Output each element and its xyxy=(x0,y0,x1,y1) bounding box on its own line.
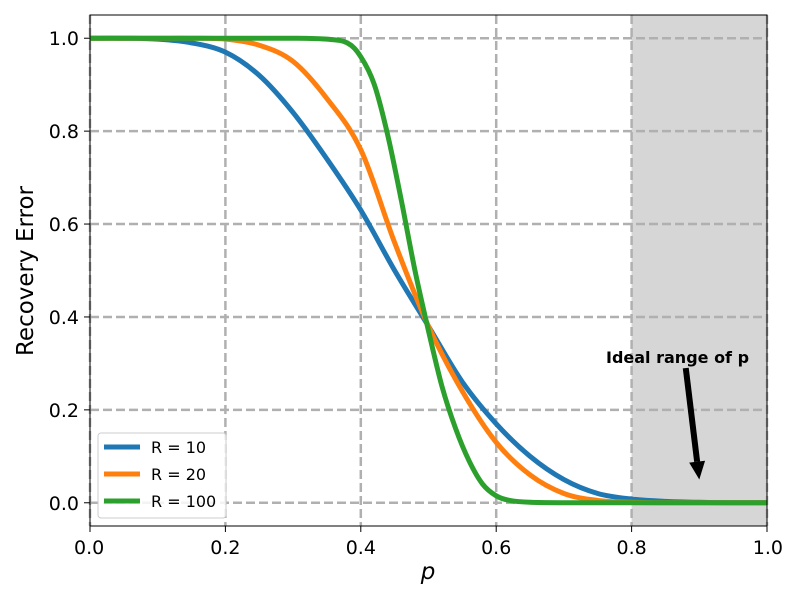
x-tick-label: 0.4 xyxy=(346,537,376,559)
legend-label: R = 10 xyxy=(151,438,206,457)
legend-frame xyxy=(97,432,227,519)
y-tick-label: 0.2 xyxy=(49,400,79,422)
annotation-text: Ideal range of p xyxy=(606,348,749,367)
ideal-range-shade xyxy=(631,15,767,526)
legend-label: R = 20 xyxy=(151,465,206,484)
x-tick-label: 0.8 xyxy=(616,537,646,559)
series-line-3 xyxy=(90,35,767,506)
legend-label: R = 100 xyxy=(151,492,216,511)
y-tick-label: 0.6 xyxy=(49,214,79,236)
tick-layer: 0.0 0.2 0.4 0.6 0.8 1.0 0.0 0.2 0.4 0.6 0.8 1.0 xyxy=(49,28,783,559)
x-tick-label: 0.6 xyxy=(481,537,511,559)
annotation-arrow-shaft xyxy=(682,367,701,463)
x-tick-label: 0.0 xyxy=(74,537,104,559)
y-axis-label: Recovery Error xyxy=(13,185,39,356)
annotation-arrow-head xyxy=(689,460,706,480)
y-tick-label: 0.4 xyxy=(49,307,79,329)
shade-layer xyxy=(631,15,767,526)
x-tick-label: 0.2 xyxy=(210,537,240,559)
legend: R = 10 R = 20 R = 100 xyxy=(97,432,227,519)
series-layer xyxy=(89,35,768,506)
y-tick-label: 0.0 xyxy=(49,493,79,515)
plot-frame xyxy=(89,14,768,527)
x-axis-label: p xyxy=(420,559,436,585)
grid-layer xyxy=(88,15,769,526)
y-tick-label: 0.8 xyxy=(49,121,79,143)
y-tick-label: 1.0 xyxy=(49,28,79,50)
annotation: Ideal range of p xyxy=(606,348,749,480)
x-tick-label: 1.0 xyxy=(753,537,783,559)
